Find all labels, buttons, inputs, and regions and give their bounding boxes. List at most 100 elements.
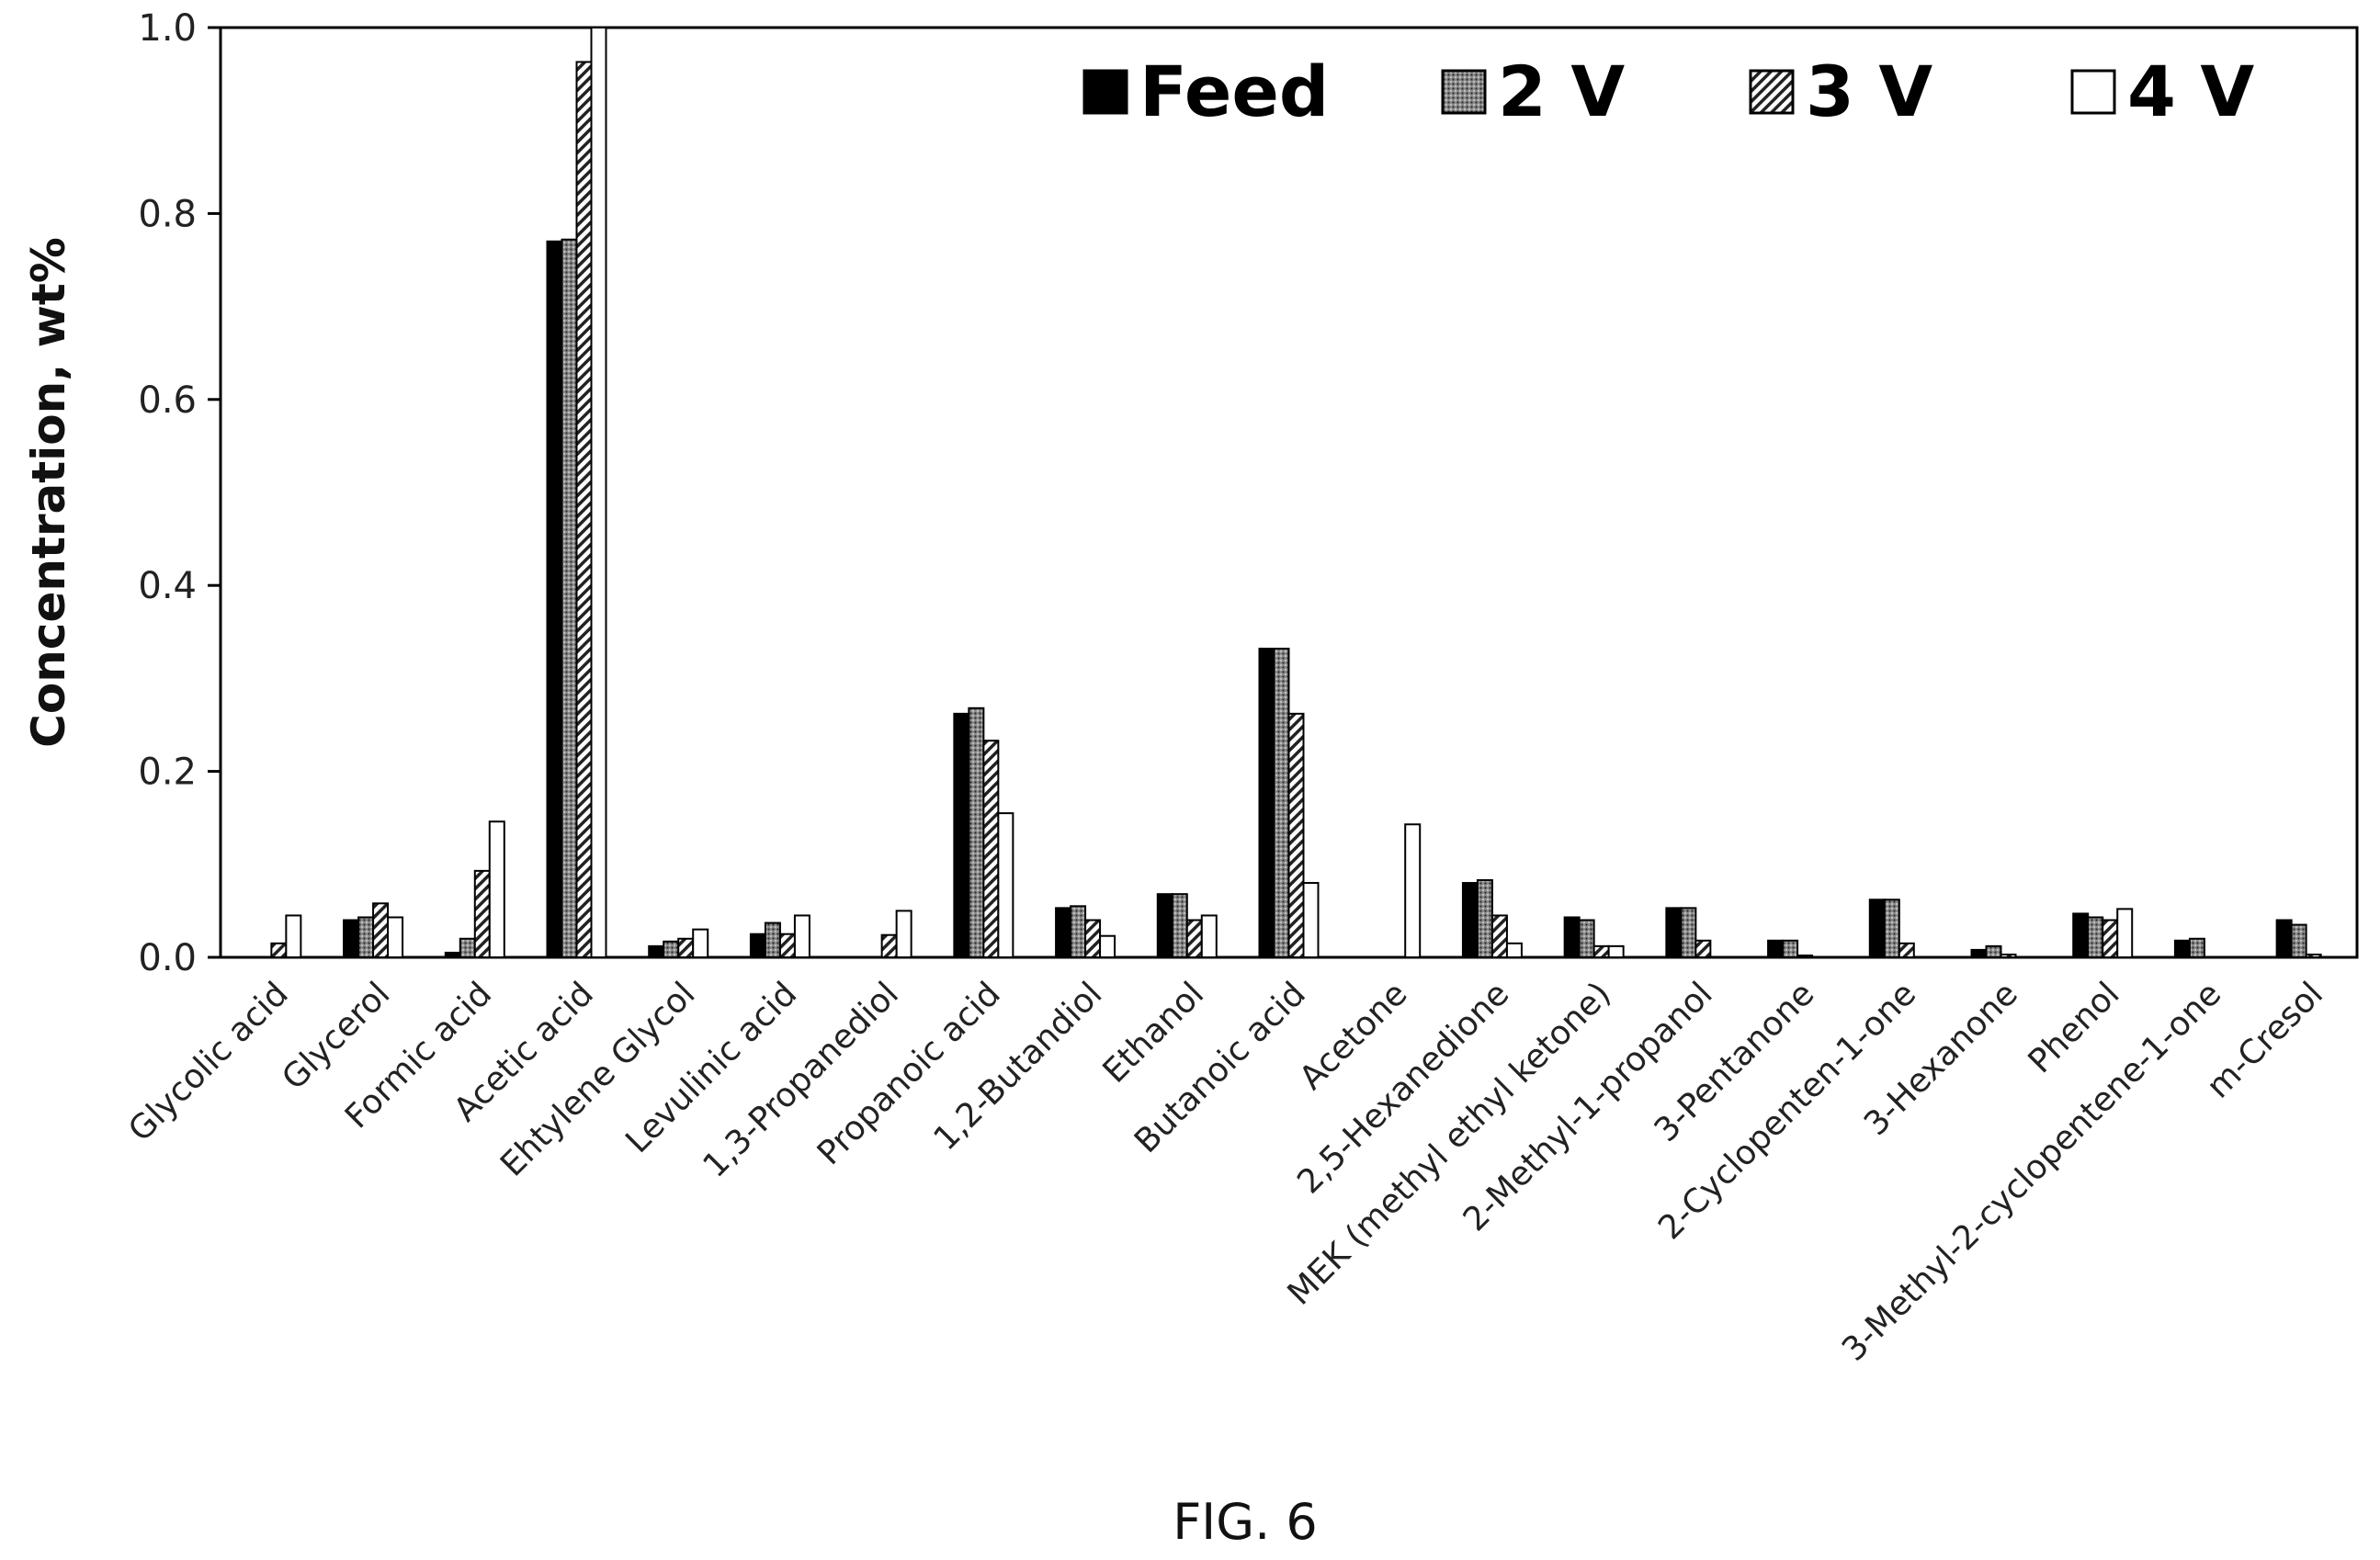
- series-feed: [343, 240, 2293, 959]
- bar: [1592, 944, 1610, 958]
- bar: [1767, 939, 1785, 958]
- bar: [285, 914, 302, 959]
- bar: [880, 933, 898, 958]
- y-tick-label: 1.0: [138, 7, 197, 50]
- bar: [1084, 919, 1102, 959]
- bar: [1505, 942, 1523, 958]
- bar: [648, 944, 665, 958]
- legend-swatch: [1749, 69, 1795, 115]
- y-tick-label: 0.2: [138, 752, 197, 794]
- bar: [968, 707, 985, 958]
- bar: [1258, 648, 1275, 958]
- bar: [1898, 942, 1915, 958]
- x-tick-label: Butanoic acid: [1128, 975, 1313, 1160]
- legend-swatch: [1441, 69, 1487, 115]
- bar: [1185, 919, 1203, 959]
- bar: [2116, 908, 2134, 958]
- bar: [1171, 893, 1188, 959]
- bar: [357, 916, 375, 959]
- bar: [1782, 939, 1799, 958]
- bar: [1476, 879, 1493, 959]
- x-tick-label: Propanoic acid: [810, 975, 1008, 1172]
- bar: [749, 933, 766, 959]
- bar: [1490, 914, 1508, 959]
- legend-label: Feed: [1139, 51, 1329, 132]
- bar: [793, 914, 810, 959]
- bar: [997, 812, 1014, 959]
- legend-label: 4 V: [2127, 51, 2254, 132]
- legend-label: 2 V: [1498, 51, 1625, 132]
- y-tick-label: 0.4: [138, 565, 197, 607]
- bar: [473, 869, 491, 958]
- bar: [1156, 893, 1173, 959]
- x-tick-label: Ehtylene Glycol: [493, 975, 702, 1183]
- bar: [1461, 882, 1479, 958]
- bar: [1680, 907, 1697, 959]
- series-2-v: [357, 238, 2307, 959]
- x-tick-label: 3-Methyl-2-cyclopentene-1-one: [1835, 975, 2228, 1368]
- bar: [1970, 948, 1988, 959]
- legend-item: 4 V: [2070, 51, 2254, 132]
- bar: [2173, 939, 2191, 958]
- y-axis: 0.0 0.2 0.4 0.6 0.8 1.0: [138, 7, 221, 979]
- y-tick-label: 0.0: [138, 937, 197, 979]
- bar: [677, 937, 695, 959]
- bar: [2000, 953, 2017, 958]
- legend-swatch: [2070, 69, 2116, 115]
- bar: [778, 933, 796, 959]
- bar: [895, 910, 912, 959]
- bar: [764, 921, 781, 959]
- bar: [1694, 939, 1712, 958]
- bar: [953, 712, 970, 959]
- bar: [2102, 919, 2119, 959]
- bar: [387, 916, 404, 959]
- bar: [1055, 907, 1072, 959]
- bar: [1578, 919, 1595, 959]
- bar: [1665, 907, 1683, 959]
- legend-item: 2 V: [1441, 51, 1625, 132]
- legend-swatch: [1082, 69, 1128, 115]
- bar: [2275, 919, 2293, 959]
- bar: [1985, 944, 2002, 958]
- bar: [1099, 934, 1116, 958]
- bar: [343, 919, 360, 959]
- bar: [575, 61, 593, 959]
- bar: [561, 238, 578, 958]
- bar: [2072, 912, 2090, 958]
- x-tick-label: Glycolic acid: [121, 975, 295, 1148]
- bar: [2087, 916, 2104, 959]
- bar: [1287, 712, 1305, 959]
- bar: [2188, 937, 2205, 959]
- series-3-v: [270, 61, 2322, 959]
- bar: [1868, 899, 1886, 958]
- bar: [663, 940, 680, 959]
- y-axis-label: Concentration, wt%: [22, 237, 75, 748]
- bar: [1563, 916, 1581, 959]
- series-4-v: [285, 27, 2134, 959]
- bar: [1273, 648, 1290, 958]
- bar: [1607, 944, 1625, 958]
- legend: Feed 2 V 3 V 4 V: [1082, 51, 2254, 132]
- bar: [1302, 882, 1320, 958]
- figure-caption: FIG. 6: [1173, 1493, 1318, 1551]
- bar: [1070, 905, 1087, 959]
- bar: [590, 27, 607, 958]
- bar: [1883, 899, 1900, 958]
- bar: [2290, 923, 2307, 959]
- bar: [372, 902, 390, 959]
- legend-item: 3 V: [1749, 51, 1932, 132]
- legend-item: Feed: [1082, 51, 1329, 132]
- bar: [1200, 914, 1218, 959]
- y-tick-label: 0.6: [138, 379, 197, 422]
- bar: [270, 942, 288, 958]
- bar: [1796, 954, 1814, 958]
- bar: [2305, 953, 2322, 958]
- x-tick-label: Levulinic acid: [618, 975, 804, 1160]
- legend-label: 3 V: [1806, 51, 1932, 132]
- bar: [1404, 823, 1422, 958]
- bar: [546, 240, 563, 958]
- x-tick-label: 1,3-Propanediol: [697, 975, 906, 1184]
- bar: [692, 928, 709, 959]
